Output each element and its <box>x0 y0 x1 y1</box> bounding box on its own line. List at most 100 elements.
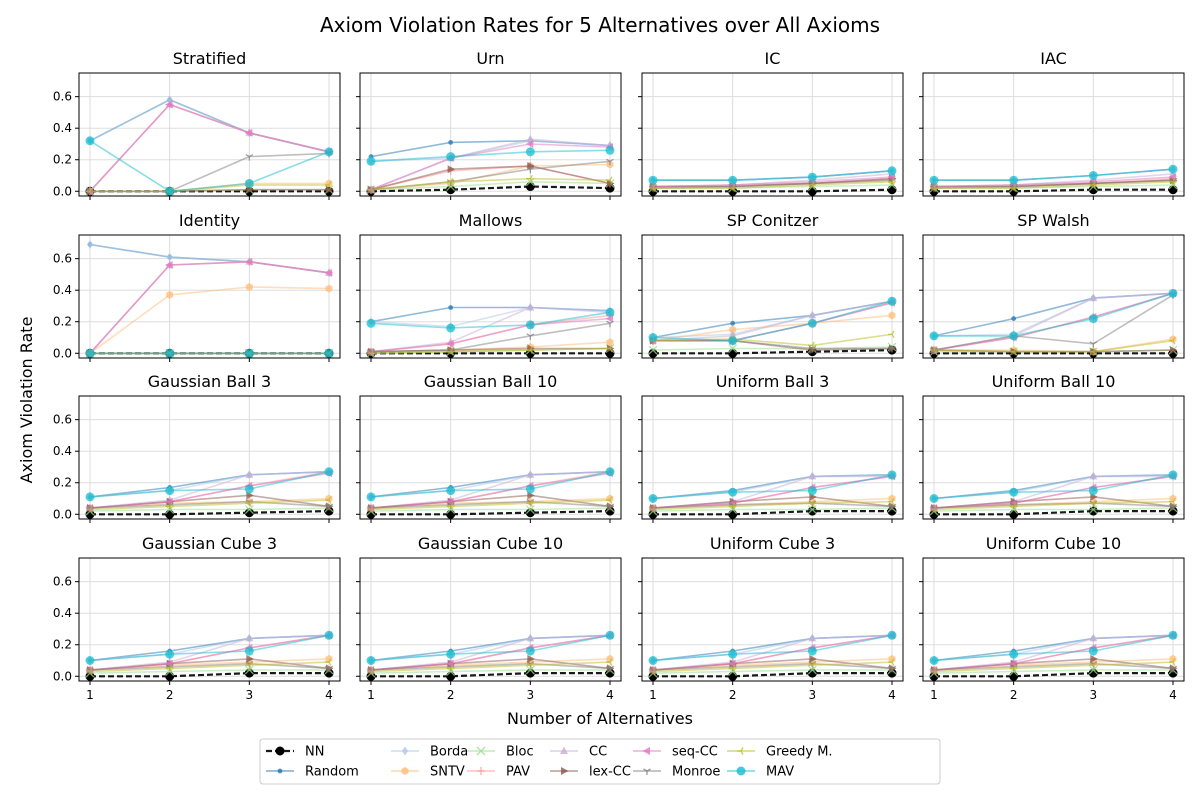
x-tick-label: 3 <box>527 688 535 702</box>
data-point <box>607 344 615 353</box>
y-tick-label: 0.6 <box>53 90 72 104</box>
legend-entry-pav: PAV <box>467 765 530 780</box>
series-line <box>370 177 611 191</box>
series-line <box>652 661 893 673</box>
series-line <box>933 662 1174 671</box>
data-point <box>367 185 374 194</box>
x-tick-label: 3 <box>809 688 817 702</box>
series-line <box>934 181 1174 189</box>
data-point <box>887 166 897 176</box>
series-line <box>652 634 893 671</box>
data-point <box>86 187 93 196</box>
series-line <box>89 140 330 193</box>
series-markers <box>649 177 895 192</box>
series-line <box>652 474 893 500</box>
x-tick-label: 3 <box>246 688 254 702</box>
series-markers <box>85 630 334 665</box>
data-point <box>165 502 173 511</box>
data-point <box>366 156 376 166</box>
legend-label: Greedy M. <box>766 745 833 760</box>
series-line <box>370 149 611 163</box>
data-point <box>1089 293 1098 302</box>
data-point <box>446 502 454 511</box>
data-point <box>526 303 535 311</box>
legend-label: NN <box>305 745 324 760</box>
data-point <box>325 665 333 673</box>
series-line <box>370 661 611 673</box>
series-line <box>89 500 330 509</box>
data-point <box>85 656 95 665</box>
series-line <box>370 165 611 191</box>
data-point <box>448 139 454 145</box>
panel-sp-walsh: SP Walsh <box>919 211 1185 362</box>
x-axis-label: Number of Alternatives <box>507 709 693 728</box>
series-markers <box>648 630 897 665</box>
data-point <box>245 633 254 642</box>
data-point <box>324 147 334 157</box>
x-tick-label: 2 <box>729 688 737 702</box>
panel-gaussian-cube-10: Gaussian Cube 10 1 2 3 4 <box>356 534 622 702</box>
data-point <box>1009 502 1017 511</box>
series-mav <box>85 136 334 196</box>
data-point <box>85 136 95 146</box>
series-line <box>89 662 330 671</box>
panel-frame <box>641 395 904 520</box>
data-point <box>1089 347 1096 356</box>
legend-label: lex-CC <box>589 765 631 780</box>
data-point <box>1089 661 1096 670</box>
series-line <box>653 510 892 516</box>
data-point <box>526 174 533 183</box>
figure-title: Axiom Violation Rates for 5 Alternatives… <box>320 13 880 37</box>
data-point <box>807 665 817 675</box>
data-point <box>526 499 533 508</box>
panel-series <box>85 467 334 519</box>
series-line <box>89 103 330 192</box>
series-line <box>90 671 329 678</box>
data-point <box>807 646 817 656</box>
series-line <box>933 507 1174 512</box>
series-markers <box>929 630 1178 665</box>
y-tick-label: 0.4 <box>53 606 72 620</box>
data-point <box>325 654 333 663</box>
series-line <box>652 176 893 188</box>
data-point <box>367 667 374 676</box>
data-point <box>605 145 615 155</box>
panel-uniform-ball-10: Uniform Ball 10 <box>919 372 1185 523</box>
series-line <box>89 634 330 662</box>
panel-sp-conitzer: SP Conitzer <box>638 211 904 362</box>
legend-marker-shape <box>736 766 746 776</box>
series-line <box>652 662 893 671</box>
data-point <box>729 325 737 334</box>
data-point <box>526 661 533 670</box>
panel-series <box>648 630 897 681</box>
legend-marker <box>275 746 285 756</box>
data-point <box>446 177 454 186</box>
data-point <box>1009 184 1017 192</box>
data-point <box>605 630 615 640</box>
data-point <box>728 184 736 192</box>
series-line <box>370 143 611 191</box>
data-point <box>728 336 738 346</box>
data-point <box>930 667 937 676</box>
series-mav <box>929 164 1178 185</box>
y-tick-label: 0.2 <box>53 638 72 652</box>
y-tick-label: 0.0 <box>53 507 72 521</box>
data-point <box>1009 331 1019 341</box>
data-point <box>1009 649 1019 659</box>
data-point <box>1169 654 1177 663</box>
data-point <box>807 172 817 182</box>
series-mav <box>648 296 897 346</box>
data-point <box>1169 658 1176 666</box>
data-point <box>808 633 817 642</box>
data-point <box>728 649 738 659</box>
data-point <box>606 503 614 511</box>
series-line <box>89 470 330 498</box>
legend-marker <box>477 767 485 775</box>
panel-frame <box>641 557 904 682</box>
series-mav <box>929 288 1178 341</box>
data-point <box>245 661 252 670</box>
series-markers <box>367 320 614 356</box>
series-greedy-m <box>367 344 613 358</box>
data-point <box>888 665 896 673</box>
data-point <box>888 177 895 186</box>
